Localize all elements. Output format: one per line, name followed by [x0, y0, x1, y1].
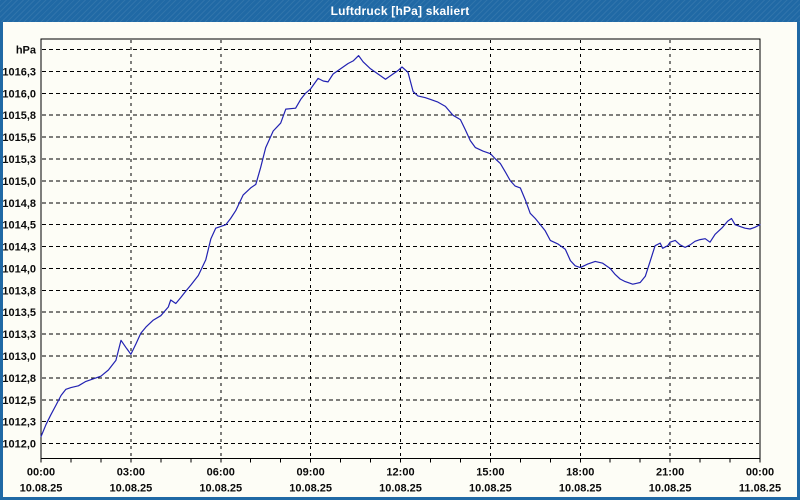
y-axis-label: 1012,3 — [2, 417, 36, 429]
x-axis-date-label: 10.08.25 — [559, 483, 602, 495]
x-axis-date-label: 11.08.25 — [739, 483, 781, 495]
x-axis-time-label: 12:00 — [386, 467, 414, 479]
y-axis-label: 1015,0 — [2, 176, 36, 188]
y-axis-label: 1015,5 — [2, 132, 36, 144]
x-axis-time-label: 03:00 — [117, 467, 145, 479]
x-axis-time-label: 21:00 — [656, 467, 684, 479]
plot-border — [40, 38, 761, 459]
y-axis-label: 1014,8 — [2, 198, 36, 210]
y-axis-label: 1015,3 — [2, 154, 36, 166]
x-axis-date-label: 10.08.25 — [379, 483, 422, 495]
y-axis-label: 1014,5 — [2, 220, 36, 232]
window-frame-right — [797, 22, 800, 500]
x-axis-date-label: 10.08.25 — [109, 483, 152, 495]
title-bar[interactable]: Luftdruck [hPa] skaliert — [0, 0, 800, 22]
x-axis-time-label: 09:00 — [297, 467, 325, 479]
y-axis-label: 1012,8 — [2, 373, 36, 385]
window-frame-bottom — [0, 497, 800, 500]
x-axis-date-label: 10.08.25 — [20, 483, 63, 495]
y-axis-label: 1016,3 — [2, 66, 36, 78]
x-axis-time-label: 00:00 — [27, 467, 55, 479]
window-frame-left — [0, 22, 3, 500]
x-axis-time-label: 00:00 — [746, 467, 774, 479]
y-axis-label: 1013,5 — [2, 307, 36, 319]
y-axis-label: 1014,0 — [2, 263, 36, 275]
x-axis-time-label: 18:00 — [566, 467, 594, 479]
x-axis-date-label: 10.08.25 — [289, 483, 332, 495]
pressure-line — [40, 54, 761, 438]
y-axis-label: 1012,0 — [2, 439, 36, 451]
y-axis-label: 1013,8 — [2, 285, 36, 297]
y-axis-label: 1013,3 — [2, 329, 36, 341]
x-axis-date-label: 10.08.25 — [469, 483, 512, 495]
y-axis-label: 1016,0 — [2, 88, 36, 100]
x-axis-date-label: 10.08.25 — [199, 483, 242, 495]
y-axis-label: 1014,3 — [2, 242, 36, 254]
y-axis-unit-label: hPa — [16, 45, 37, 57]
y-axis-label: 1013,0 — [2, 351, 36, 363]
x-axis-date-label: 10.08.25 — [649, 483, 692, 495]
y-axis-label: 1012,5 — [2, 395, 36, 407]
x-axis-time-label: 06:00 — [207, 467, 235, 479]
x-axis-time-label: 15:00 — [476, 467, 504, 479]
window-title: Luftdruck [hPa] skaliert — [330, 4, 470, 18]
y-axis-label: 1015,8 — [2, 110, 36, 122]
